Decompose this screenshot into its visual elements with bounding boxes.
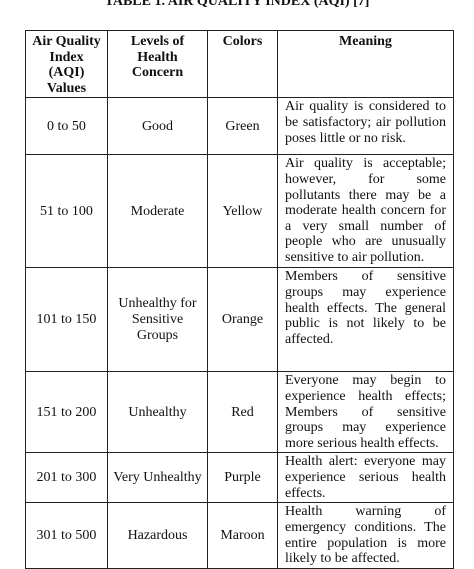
header-cell: Air Quality Index (AQI) Values: [25, 29, 108, 99]
table-cell: Hazardous: [107, 502, 208, 569]
table-row: 0 to 50 Good Green Air quality is considere…: [25, 97, 454, 156]
table-cell: Health warning of emergency conditions. …: [277, 502, 454, 569]
table-cell: 51 to 100: [25, 154, 108, 269]
table-cell: Members of sensitive groups may experien…: [277, 267, 454, 373]
page: TABLE 1. AIR QUALITY INDEX (AQI) [7] Air…: [25, 0, 454, 569]
header-cell: Colors: [207, 29, 278, 99]
table-body: 0 to 50 Good Green Air quality is considere…: [25, 97, 454, 569]
table-cell: Yellow: [207, 154, 278, 269]
table-cell: Good: [107, 97, 208, 156]
table-row: 301 to 500 Hazardous Maroon Health warning …: [25, 502, 454, 569]
table-cell: 101 to 150: [25, 267, 108, 373]
table-cell: Unhealthy for Sensitive Groups: [107, 267, 208, 373]
table-cell: Purple: [207, 452, 278, 504]
table-cell: Unhealthy: [107, 371, 208, 454]
header-cell: Meaning: [277, 29, 454, 99]
table-cell: Orange: [207, 267, 278, 373]
table-cell: Moderate: [107, 154, 208, 269]
table-cell: Red: [207, 371, 278, 454]
table-title: TABLE 1. AIR QUALITY INDEX (AQI) [7]: [104, 0, 370, 9]
table-cell: 301 to 500: [25, 502, 108, 569]
table-cell: 151 to 200: [25, 371, 108, 454]
table-cell: Green: [207, 97, 278, 156]
table-cell: Air quality is considered to be satisfac…: [277, 97, 454, 156]
aqi-table: Air Quality Index (AQI) Values Levels of …: [25, 29, 454, 569]
table-cell: Air quality is acceptable; however, for …: [277, 154, 454, 269]
table-row: 51 to 100 Moderate Yellow Air quality is ac…: [25, 154, 454, 269]
table-cell: 201 to 300: [25, 452, 108, 504]
table-cell: Very Unhealthy: [107, 452, 208, 504]
table-cell: Health alert: everyone may experience se…: [277, 452, 454, 504]
table-row: 151 to 200 Unhealthy Red Everyone may begin…: [25, 371, 454, 454]
table-row: 101 to 150 Unhealthy for Sensitive Groups…: [25, 267, 454, 373]
table-cell: Everyone may begin to experience health …: [277, 371, 454, 454]
table-cell: Maroon: [207, 502, 278, 569]
table-cell: 0 to 50: [25, 97, 108, 156]
table-row: 201 to 300 Very Unhealthy Purple Health ale…: [25, 452, 454, 504]
header-row: Air Quality Index (AQI) Values Levels of …: [25, 29, 454, 99]
header-cell: Levels of Health Concern: [107, 29, 208, 99]
